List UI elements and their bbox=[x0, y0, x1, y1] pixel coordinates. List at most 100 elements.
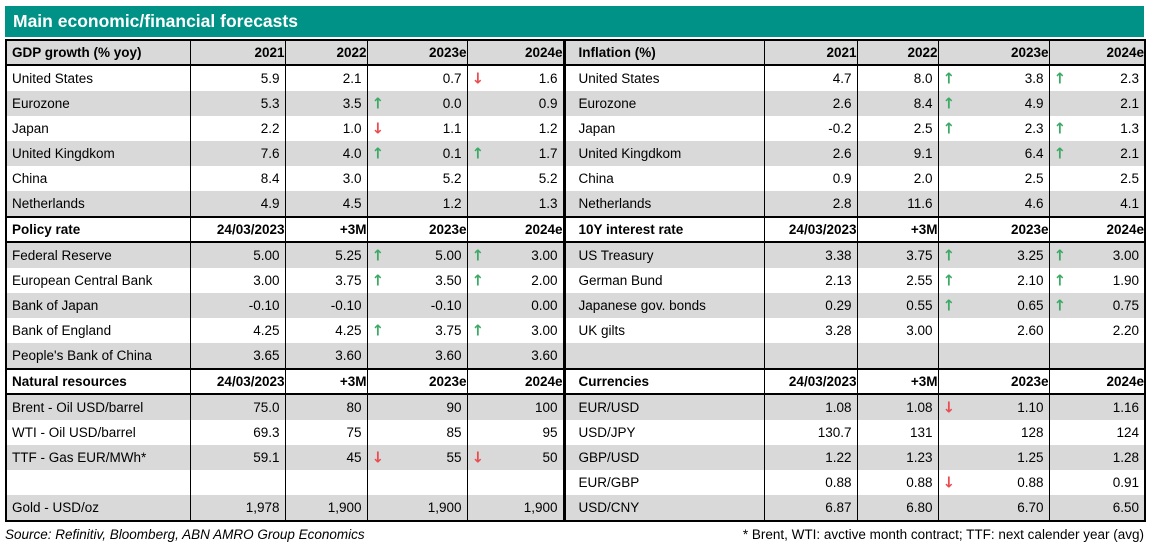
cell-value: 4.5 bbox=[342, 196, 362, 211]
data-cell: ↓ 50 bbox=[467, 445, 566, 470]
row-label: WTI - Oil USD/barrel bbox=[6, 420, 191, 445]
table-row: China 8.4 3.0 5.2 5.2 China 0.9 2.0 2.5 2.5 bbox=[6, 166, 1145, 191]
row-label: GBP/USD bbox=[564, 445, 765, 470]
cell-value: 95 bbox=[542, 425, 558, 440]
row-label: People's Bank of China bbox=[6, 343, 191, 369]
data-cell: 2.5 bbox=[1049, 166, 1145, 191]
cell-value: 50 bbox=[542, 450, 558, 465]
table-row: Japan 2.2 1.0 ↓ 1.1 1.2 Japan -0.2 2.5 ↑ 2.3 ↑ 1.3 bbox=[6, 116, 1145, 141]
data-cell: ↑ 3.25 bbox=[938, 242, 1050, 268]
data-cell: 4.1 bbox=[1049, 191, 1145, 217]
column-header: 2023e bbox=[938, 216, 1050, 243]
column-header: 24/03/2023 bbox=[764, 368, 858, 395]
data-cell: 3.38 bbox=[764, 242, 858, 268]
trend-up-icon: ↑ bbox=[942, 94, 956, 112]
data-cell: ↑ 4.9 bbox=[938, 91, 1050, 116]
section-title: Currencies bbox=[564, 368, 765, 395]
data-cell: 2.2 bbox=[190, 116, 286, 141]
trend-up-icon: ↑ bbox=[942, 246, 956, 264]
data-cell: 6.80 bbox=[857, 495, 939, 521]
data-cell: 85 bbox=[367, 420, 468, 445]
data-cell: 2.1 bbox=[285, 65, 368, 91]
data-cell: 2.13 bbox=[764, 268, 858, 293]
column-header: +3M bbox=[285, 216, 368, 243]
cell-value: 1,900 bbox=[327, 500, 362, 515]
data-cell: 1,900 bbox=[367, 495, 468, 521]
cell-value: 75 bbox=[346, 425, 362, 440]
row-label: European Central Bank bbox=[6, 268, 191, 293]
column-header: 2024e bbox=[467, 40, 566, 66]
cell-value: 3.0 bbox=[342, 171, 362, 186]
cell-value: 0.91 bbox=[1112, 475, 1139, 490]
cell-value: 2.6 bbox=[832, 146, 852, 161]
cell-value: 9.1 bbox=[913, 146, 933, 161]
section-title: GDP growth (% yoy) bbox=[6, 40, 191, 66]
cell-value: 1,978 bbox=[245, 500, 280, 515]
cell-value: 3.65 bbox=[253, 348, 280, 363]
table-row: Bank of England 4.25 4.25 ↑ 3.75 ↑ 3.00 UK gilt… bbox=[6, 318, 1145, 343]
data-cell: 3.60 bbox=[367, 343, 468, 369]
data-cell: 3.00 bbox=[857, 318, 939, 343]
row-label: China bbox=[6, 166, 191, 191]
cell-value: 4.9 bbox=[1024, 96, 1044, 111]
column-header: 2022 bbox=[285, 40, 368, 66]
row-label: Federal Reserve bbox=[6, 242, 191, 268]
cell-value: 3.50 bbox=[435, 273, 462, 288]
cell-value: 3.00 bbox=[1112, 248, 1139, 263]
section-header-row: GDP growth (% yoy) 2021 2022 2023e 2024e Infl… bbox=[6, 40, 1145, 66]
column-header: 2023e bbox=[938, 40, 1050, 66]
column-header: +3M bbox=[857, 368, 939, 395]
data-cell: ↑ 2.3 bbox=[938, 116, 1050, 141]
data-cell: 2.5 bbox=[938, 166, 1050, 191]
cell-value: 2.6 bbox=[832, 96, 852, 111]
data-cell: 3.65 bbox=[190, 343, 286, 369]
data-cell: -0.10 bbox=[367, 293, 468, 318]
data-cell: 4.0 bbox=[285, 141, 368, 166]
cell-value: 1.3 bbox=[1120, 121, 1139, 136]
row-label: Eurozone bbox=[6, 91, 191, 116]
data-cell: 3.60 bbox=[285, 343, 368, 369]
data-cell: 5.2 bbox=[367, 166, 468, 191]
data-cell: 1.0 bbox=[285, 116, 368, 141]
data-cell: ↑ 1.3 bbox=[1049, 116, 1145, 141]
trend-up-icon: ↑ bbox=[371, 271, 385, 289]
table-row: Eurozone 5.3 3.5 ↑ 0.0 0.9 Eurozone 2.6 8.4 ↑ 4.9 2… bbox=[6, 91, 1145, 116]
row-label: China bbox=[564, 166, 765, 191]
footer: Source: Refinitiv, Bloomberg, ABN AMRO G… bbox=[5, 527, 1144, 542]
data-cell bbox=[467, 470, 566, 495]
data-cell: 2.1 bbox=[1049, 91, 1145, 116]
data-cell: 130.7 bbox=[764, 420, 858, 445]
data-cell: 8.4 bbox=[857, 91, 939, 116]
table-row: Bank of Japan -0.10 -0.10 -0.10 0.00 Japanese… bbox=[6, 293, 1145, 318]
cell-value: 4.7 bbox=[832, 71, 852, 86]
data-cell: ↓ 0.88 bbox=[938, 470, 1050, 495]
column-header: 2023e bbox=[938, 368, 1050, 395]
cell-value: 2.13 bbox=[825, 273, 852, 288]
row-label: Netherlands bbox=[564, 191, 765, 217]
data-cell: ↑ 1.90 bbox=[1049, 268, 1145, 293]
cell-value: 3.00 bbox=[906, 323, 933, 338]
table-row: Federal Reserve 5.00 5.25 ↑ 5.00 ↑ 3.00 US Trea… bbox=[6, 242, 1145, 268]
data-cell: 69.3 bbox=[190, 420, 286, 445]
data-cell: ↑ 3.75 bbox=[367, 318, 468, 343]
data-cell: 4.6 bbox=[938, 191, 1050, 217]
cell-value: 2.1 bbox=[1120, 96, 1139, 111]
trend-up-icon: ↑ bbox=[471, 246, 485, 264]
data-cell: 1.28 bbox=[1049, 445, 1145, 470]
section-title: Natural resources bbox=[6, 368, 191, 395]
column-header: 2021 bbox=[764, 40, 858, 66]
section-title: Inflation (%) bbox=[564, 40, 765, 66]
row-label: United States bbox=[6, 65, 191, 91]
source-note: Source: Refinitiv, Bloomberg, ABN AMRO G… bbox=[5, 527, 365, 542]
section-title: 10Y interest rate bbox=[564, 216, 765, 243]
row-label bbox=[564, 343, 765, 369]
cell-value: 5.3 bbox=[260, 96, 280, 111]
cell-value: 1.90 bbox=[1112, 273, 1139, 288]
row-label: UK gilts bbox=[564, 318, 765, 343]
data-cell: 6.4 bbox=[938, 141, 1050, 166]
data-cell: 2.55 bbox=[857, 268, 939, 293]
data-cell: 1.25 bbox=[938, 445, 1050, 470]
trend-up-icon: ↑ bbox=[471, 144, 485, 162]
data-cell: ↓ 55 bbox=[367, 445, 468, 470]
data-cell: 2.6 bbox=[764, 141, 858, 166]
